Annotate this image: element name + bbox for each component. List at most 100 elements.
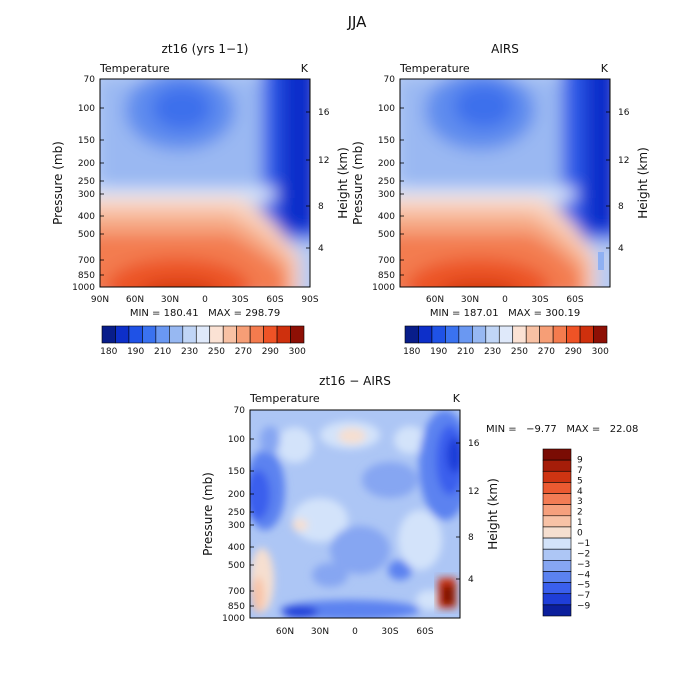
colorbar-swatch — [542, 537, 572, 550]
colorbar-swatch — [552, 325, 567, 344]
stats-text: MIN = −9.77 MAX = 22.08 — [486, 424, 638, 435]
x-tick: 30N — [161, 295, 179, 305]
colorbar-swatch — [115, 325, 130, 344]
y2-tick: 4 — [618, 244, 624, 254]
colorbar-swatch — [542, 470, 572, 483]
colorbar-label: 4 — [577, 487, 583, 497]
colorbar-swatch — [512, 325, 527, 344]
x-tick: 60S — [566, 295, 583, 305]
colorbar-swatch — [542, 504, 572, 517]
y-tick: 200 — [78, 159, 95, 169]
y2-tick: 8 — [468, 533, 474, 543]
y2-tick: 4 — [318, 244, 324, 254]
colorbar-label: 210 — [457, 347, 474, 357]
colorbar-label: −4 — [577, 570, 591, 580]
colorbar-swatch — [431, 325, 446, 344]
y-axis-label: Pressure (mb) — [51, 141, 65, 225]
panel-diff-units: K — [453, 392, 461, 405]
colorbar-swatch — [290, 325, 305, 344]
y-tick: 100 — [228, 435, 245, 445]
colorbar-label: 290 — [262, 347, 279, 357]
x-tick: 60N — [426, 295, 444, 305]
colorbar-swatch — [542, 560, 572, 572]
x-tick: 30N — [461, 295, 479, 305]
colorbar-swatch — [485, 325, 500, 344]
y-tick: 850 — [228, 602, 245, 612]
colorbar-swatch — [579, 325, 594, 344]
y-tick: 200 — [228, 490, 245, 500]
panel-airs-title: AIRS — [491, 42, 519, 56]
panel-diff-ticks — [250, 409, 460, 607]
y-tick: 700 — [78, 256, 95, 266]
y-tick: 400 — [78, 212, 95, 222]
y-tick: 500 — [228, 561, 245, 571]
colorbar-label: −2 — [577, 549, 590, 559]
panel-diff-title: zt16 − AIRS — [319, 374, 391, 388]
colorbar-swatch — [542, 571, 572, 583]
panel-model: zt16 (yrs 1−1) Temperature K — [51, 42, 350, 357]
colorbar-swatch — [404, 325, 419, 344]
colorbar-swatch — [182, 325, 197, 344]
colorbar-swatch — [101, 325, 116, 344]
y2-axis-label: Height (km) — [486, 478, 500, 549]
colorbar-swatch — [142, 325, 157, 344]
colorbar-label: −3 — [577, 560, 590, 570]
colorbar-label: 250 — [208, 347, 225, 357]
y-tick: 400 — [228, 543, 245, 553]
x-tick: 0 — [352, 627, 358, 637]
colorbar-label: 210 — [154, 347, 171, 357]
panel-model-title: zt16 (yrs 1−1) — [162, 42, 249, 56]
colorbar-label: −9 — [577, 602, 591, 612]
colorbar-label: 230 — [484, 347, 501, 357]
y-tick: 700 — [378, 256, 395, 266]
y2-tick: 16 — [468, 439, 480, 449]
y-tick: 700 — [228, 587, 245, 597]
y-tick: 70 — [384, 75, 396, 85]
y-tick: 70 — [84, 75, 96, 85]
y-axis-label: Pressure (mb) — [351, 141, 365, 225]
panel-diff-variable: Temperature — [249, 392, 320, 405]
x-tick: 30S — [231, 295, 248, 305]
colorbar-label: 190 — [430, 347, 447, 357]
colorbar-swatch — [249, 325, 264, 344]
colorbar-model: 180 190 210 230 250 270 290 300 — [100, 325, 306, 357]
stats-text: MIN = 187.01 MAX = 300.19 — [430, 308, 580, 319]
panel-diff-field — [250, 410, 460, 618]
colorbar-label: −1 — [577, 539, 590, 549]
panel-model-field — [100, 79, 310, 287]
colorbar-label: 190 — [127, 347, 144, 357]
colorbar-label: 7 — [577, 466, 583, 476]
panel-model-variable: Temperature — [99, 62, 170, 75]
y-tick: 1000 — [222, 614, 245, 624]
y-axis-label: Pressure (mb) — [201, 472, 215, 556]
y-tick: 150 — [378, 136, 395, 146]
y2-tick: 16 — [618, 108, 630, 118]
x-tick: 30N — [311, 627, 329, 637]
y2-tick: 16 — [318, 108, 330, 118]
y-tick: 500 — [78, 230, 95, 240]
y2-tick: 12 — [618, 156, 629, 166]
x-tick: 30S — [531, 295, 548, 305]
colorbar-label: 270 — [538, 347, 555, 357]
colorbar-swatch — [209, 325, 224, 344]
panel-airs: AIRS Temperature K — [351, 42, 650, 357]
colorbar-swatch — [542, 582, 572, 595]
colorbar-swatch — [445, 325, 460, 344]
colorbar-swatch — [128, 325, 143, 344]
y2-tick: 12 — [468, 487, 479, 497]
colorbar-label: 230 — [181, 347, 198, 357]
x-tick: 60N — [126, 295, 144, 305]
y-tick: 1000 — [72, 283, 95, 293]
colorbar-swatch — [458, 325, 473, 344]
colorbar-swatch — [222, 325, 237, 344]
y2-axis-label: Height (km) — [336, 147, 350, 218]
colorbar-swatch — [169, 325, 184, 344]
y-tick: 850 — [378, 271, 395, 281]
colorbar-swatch — [542, 526, 572, 539]
x-tick: 60S — [266, 295, 283, 305]
y-tick: 300 — [228, 521, 245, 531]
y-tick: 400 — [378, 212, 395, 222]
colorbar-swatch — [542, 459, 572, 472]
colorbar-swatch — [566, 325, 581, 344]
